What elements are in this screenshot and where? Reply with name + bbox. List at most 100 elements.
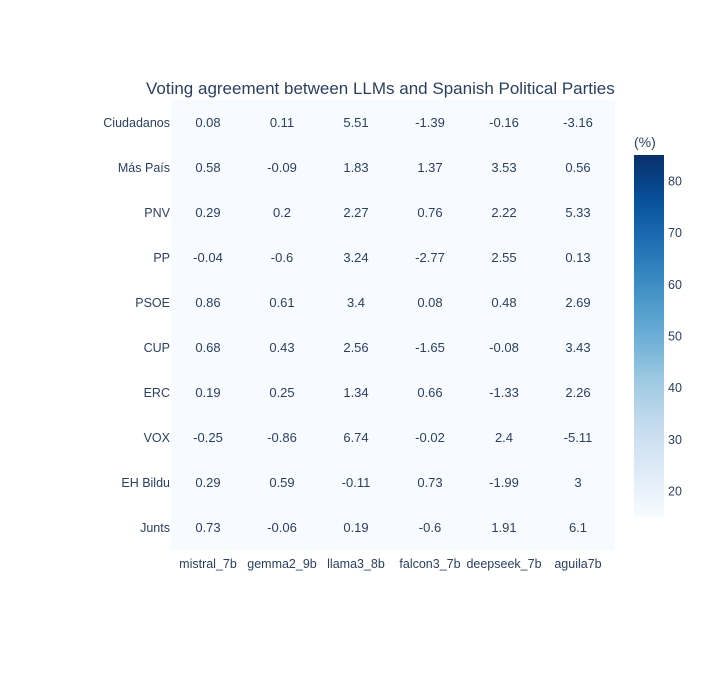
- cell-value-label: 2.27: [343, 205, 368, 220]
- colorbar-tick-label: 60: [668, 278, 682, 292]
- heatmap-cell: [541, 370, 615, 415]
- y-tick-label: Más País: [118, 161, 170, 175]
- heatmap-cell: [319, 505, 393, 550]
- cell-value-label: 0.19: [195, 385, 220, 400]
- cell-value-label: 0.66: [417, 385, 442, 400]
- heatmap-cell: [393, 460, 467, 505]
- heatmap-cell: [467, 145, 541, 190]
- y-tick-label: Ciudadanos: [103, 116, 170, 130]
- colorbar-tick-label: 80: [668, 174, 682, 188]
- cell-value-label: 0.25: [269, 385, 294, 400]
- heatmap-cell: [393, 280, 467, 325]
- heatmap-cell: [393, 190, 467, 235]
- heatmap-cell: [245, 280, 319, 325]
- heatmap-cell: [245, 145, 319, 190]
- heatmap-cell: [541, 460, 615, 505]
- cell-value-label: 0.43: [269, 340, 294, 355]
- cell-value-label: 0.73: [195, 520, 220, 535]
- y-tick-label: PSOE: [135, 296, 170, 310]
- cell-value-label: 0.11: [270, 115, 294, 130]
- cell-value-label: -3.16: [563, 115, 593, 130]
- cell-value-label: -2.77: [415, 250, 445, 265]
- heatmap-cell: [171, 505, 245, 550]
- cell-value-label: -1.39: [415, 115, 445, 130]
- colorbar-tick-label: 50: [668, 330, 682, 344]
- cell-value-label: 0.29: [195, 205, 220, 220]
- heatmap-cell: [393, 415, 467, 460]
- heatmap-cell: [171, 190, 245, 235]
- heatmap-cell: [541, 100, 615, 145]
- y-tick-label: VOX: [144, 431, 171, 445]
- cell-value-label: -0.16: [489, 115, 519, 130]
- cell-value-label: 0.08: [417, 295, 442, 310]
- cell-value-label: 3.53: [491, 160, 516, 175]
- heatmap-cell: [393, 325, 467, 370]
- heatmap-cell: [171, 235, 245, 280]
- cell-value-label: 1.37: [417, 160, 442, 175]
- cell-value-label: -0.06: [267, 520, 297, 535]
- cell-value-label: -0.25: [193, 430, 223, 445]
- y-axis-labels: Ciudadanos Más País PNV PP PSOE CUP ERC VOX EH B…: [103, 116, 170, 535]
- cell-value-label: 0.86: [195, 295, 220, 310]
- heatmap-cell: [171, 280, 245, 325]
- cell-value-label: -0.09: [267, 160, 297, 175]
- heatmap-cell: [171, 100, 245, 145]
- heatmap-cell: [319, 460, 393, 505]
- heatmap-cell: [541, 325, 615, 370]
- cell-value-label: 2.56: [343, 340, 368, 355]
- heatmap-cell: [245, 190, 319, 235]
- heatmap-cell: [171, 415, 245, 460]
- colorbar-tick-label: 30: [668, 433, 682, 447]
- heatmap-cell: [245, 100, 319, 145]
- cell-value-label: 2.4: [495, 430, 513, 445]
- heatmap-cell: [541, 415, 615, 460]
- cell-value-label: -0.86: [267, 430, 297, 445]
- y-tick-label: PP: [153, 251, 170, 265]
- heatmap-cell: [393, 235, 467, 280]
- heatmap-cell: [541, 280, 615, 325]
- cell-value-label: 5.51: [343, 115, 368, 130]
- heatmap-cell: [245, 505, 319, 550]
- cell-value-label: 3.4: [347, 295, 365, 310]
- heatmap-cell: [467, 325, 541, 370]
- cell-value-label: -1.65: [415, 340, 445, 355]
- heatmap-cell: [245, 325, 319, 370]
- cell-value-label: -0.08: [489, 340, 519, 355]
- cell-value-label: 0.68: [195, 340, 220, 355]
- heatmap-cell: [467, 235, 541, 280]
- cell-value-label: 3.43: [565, 340, 590, 355]
- heatmap-cell: [319, 280, 393, 325]
- x-axis-labels: mistral_7b gemma2_9b llama3_8b falcon3_7b de…: [179, 557, 602, 571]
- cell-value-label: -5.11: [564, 430, 593, 445]
- y-tick-label: Junts: [140, 521, 170, 535]
- colorbar-tick-label: 40: [668, 381, 682, 395]
- cell-value-label: 0.29: [195, 475, 220, 490]
- cell-value-label: -0.04: [193, 250, 223, 265]
- heatmap-cell: [467, 190, 541, 235]
- y-tick-label: ERC: [144, 386, 170, 400]
- y-tick-label: CUP: [144, 341, 170, 355]
- cell-value-label: 6.1: [569, 520, 587, 535]
- cell-value-label: 6.74: [343, 430, 368, 445]
- cell-value-label: 3: [574, 475, 581, 490]
- cell-value-label: -1.33: [489, 385, 519, 400]
- colorbar-tick-label: 20: [668, 485, 682, 499]
- cell-value-label: 0.13: [565, 250, 590, 265]
- colorbar-ticks: 20 30 40 50 60 70 80: [668, 174, 682, 498]
- x-tick-label: llama3_8b: [327, 557, 385, 571]
- heatmap-cell: [319, 415, 393, 460]
- x-tick-label: aguila7b: [554, 557, 601, 571]
- heatmap-cell: [171, 460, 245, 505]
- cell-value-label: 5.33: [565, 205, 590, 220]
- colorbar-gradient: [634, 155, 664, 517]
- x-tick-label: falcon3_7b: [399, 557, 460, 571]
- cell-value-label: 1.91: [491, 520, 516, 535]
- cell-value-label: 0.59: [269, 475, 294, 490]
- cell-value-label: 0.08: [195, 115, 220, 130]
- heatmap-cell: [245, 415, 319, 460]
- cell-value-label: 0.73: [417, 475, 442, 490]
- heatmap-cell: [541, 190, 615, 235]
- heatmap-cell: [467, 415, 541, 460]
- heatmap-cell: [245, 370, 319, 415]
